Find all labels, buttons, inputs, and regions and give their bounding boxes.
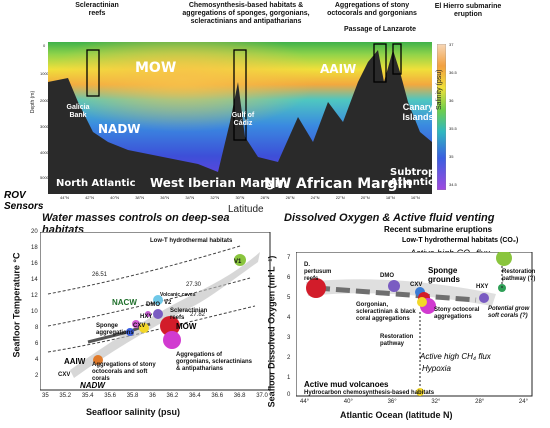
left-y-tick: 20: [31, 229, 38, 235]
label-scleractinian-reefs: Scleractinian reefs: [75, 2, 119, 17]
left-y-tick: 8: [35, 325, 39, 331]
left-y-tick: 16: [31, 261, 38, 267]
colorbar-label: Salinity (psu): [436, 69, 443, 110]
annot-mud-volcanoes: Active mud volcanoes: [304, 380, 389, 389]
salinity-colorbar: [437, 44, 446, 190]
annot-v2: V2: [164, 300, 172, 306]
location-galicia-bank: Galicia Bank: [66, 104, 90, 119]
ts-plot: [40, 232, 271, 391]
water-mass-aaiw-label: AAIW: [64, 357, 86, 366]
salinity-section: [48, 42, 432, 194]
label-el-hierro: El Hierro submarine eruption: [434, 3, 502, 18]
annot-gorgonian-agg: Gorgonian, scleractinian & black coral a…: [356, 302, 416, 322]
depth-tick: 1000: [40, 71, 49, 76]
annot-gorgonians: Aggregations of gorgonians, scleractinia…: [176, 352, 253, 372]
right-x-ticks: 44° 40° 36° 32° 28° 24°: [300, 399, 528, 405]
left-y-tick: 10: [31, 309, 38, 315]
colorbar-tick: 34.5: [449, 182, 457, 187]
depth-tick: 3000: [40, 124, 49, 129]
depth-tick: 2000: [40, 98, 49, 103]
water-mass-cxv-label: CXV: [58, 372, 71, 378]
right-y-axis-label: Seafloor Dissolved Oxygen (ml·L⁻¹): [266, 255, 277, 408]
colorbar-tick: 35: [449, 154, 454, 159]
right-y-tick: 6: [287, 275, 291, 281]
water-mass-nadw-label: NADW: [80, 381, 105, 390]
depth-tick: 5000: [40, 175, 49, 180]
annot-low-t-hydro: Low-T hydrothermal habitats: [150, 238, 233, 244]
density-line-label: 27.30: [186, 282, 202, 288]
left-y-tick: 4: [35, 357, 39, 363]
right-y-tick: 5: [287, 295, 291, 301]
location-gulf-cadiz: Gulf of Cádiz: [231, 112, 255, 127]
latitude-ticks: 44°N 42°N 40°N 38°N 36°N 34°N 32°N 30°N …: [60, 195, 420, 200]
right-y-tick: 0: [287, 392, 291, 398]
right-y-tick: 2: [287, 355, 291, 361]
density-line-label: 26.51: [92, 272, 108, 278]
annot-sponge: Sponge aggregations: [96, 323, 134, 336]
annot-d-pertusum: D. pertusum reefs: [304, 262, 332, 282]
left-y-tick: 12: [31, 293, 38, 299]
annot-sponge-grounds: Sponge grounds: [428, 266, 460, 284]
depth-tick: 4000: [40, 150, 49, 155]
annot-hxy: HXY: [140, 314, 153, 320]
do-plot: [296, 252, 533, 397]
annot-soft-corals: Potential grow soft corals (?): [488, 306, 530, 319]
label-stony-octocorals: Aggregations of stony octocorals and gor…: [327, 2, 417, 17]
colorbar-tick: 36.5: [449, 70, 457, 75]
water-mass-nacw-label: NACW: [112, 298, 137, 307]
annot-cxv-right: CXV: [410, 282, 423, 288]
left-x-ticks: 35 35.2 35.4 35.6 35.8 36 36.2 36.4 36.6…: [42, 393, 268, 399]
seafloor-profile: [48, 50, 432, 194]
annot-cxv: CXV: [133, 323, 146, 329]
region-subtropical: Subtropical Atlantic: [390, 167, 455, 188]
region-north-atlantic: North Atlantic: [56, 178, 136, 189]
annot-hydrocarbon: Hydrocarbon chemosynthesis-based habitat…: [304, 390, 435, 396]
left-y-tick: 6: [35, 341, 39, 347]
depth-tick: 0: [43, 43, 46, 48]
density-line-label: 27.82: [190, 312, 206, 318]
annot-scleractinian: Scleractinian reefs: [170, 308, 208, 321]
annot-stony-octocoral: Stony octocoral aggregations: [434, 307, 480, 320]
colorbar-tick: 37: [449, 42, 454, 47]
right-panel-subtitle: Recent submarine eruptions: [384, 225, 493, 234]
ch4-flux-label: Active high CH₄ flux: [420, 352, 491, 361]
water-mass-nadw: NADW: [98, 122, 141, 136]
colorbar-tick: 35.5: [449, 126, 457, 131]
annot-hxy-right: HXY: [476, 284, 489, 290]
location-canary-islands: Canary Islands: [402, 102, 434, 122]
right-y-tick: 4: [287, 315, 291, 321]
annot-v1: V1: [234, 259, 242, 265]
hydro-co2-label: Low-T hydrothermal habitats (CO₂): [402, 237, 519, 244]
right-y-tick: 1: [287, 375, 291, 381]
colorbar-tick: 36: [449, 98, 454, 103]
water-mass-aaiw: AAIW: [320, 62, 357, 76]
right-y-tick: 7: [287, 255, 291, 261]
depth-axis-label: Depth (m): [30, 90, 37, 114]
annot-dmo-right: DMO: [380, 273, 394, 279]
left-x-axis-label: Seafloor salinity (psu): [86, 407, 181, 417]
left-y-tick: 18: [31, 245, 38, 251]
right-y-tick: 3: [287, 335, 291, 341]
annot-restoration: Restoration pathway: [380, 334, 414, 347]
region-nw-african: NW African Margin: [264, 176, 413, 192]
latitude-axis-label: Latitude: [228, 204, 264, 215]
annot-dmo: DMO: [146, 302, 160, 308]
right-x-axis-label: Atlantic Ocean (latitude N): [340, 410, 453, 420]
annot-volcanic-caves: Volcanic caves: [160, 292, 196, 298]
right-panel-title: Dissolved Oxygen & Active fluid venting: [284, 212, 495, 224]
label-chemosynthesis-habitats: Chemosynthesis-based habitats & aggregat…: [182, 2, 310, 25]
water-mass-mow: MOW: [135, 60, 177, 76]
label-passage-lanzarote: Passage of Lanzarote: [344, 26, 416, 33]
rov-sensors-label: ROV Sensors: [4, 190, 44, 212]
annot-stony-octocorals: Aggregations of stony octocorals and sof…: [92, 362, 156, 382]
hypoxia-label: Hypoxia: [422, 364, 451, 373]
left-y-tick: 14: [31, 277, 38, 283]
left-y-tick: 2: [35, 373, 39, 379]
annot-restoration-q: Restoration pathway (?): [502, 269, 536, 282]
left-y-axis-label: Seafloor Temperature °C: [11, 252, 22, 358]
water-mass-mow-label: MOW: [176, 322, 197, 331]
region-west-iberian: West Iberian Margin: [150, 176, 288, 190]
